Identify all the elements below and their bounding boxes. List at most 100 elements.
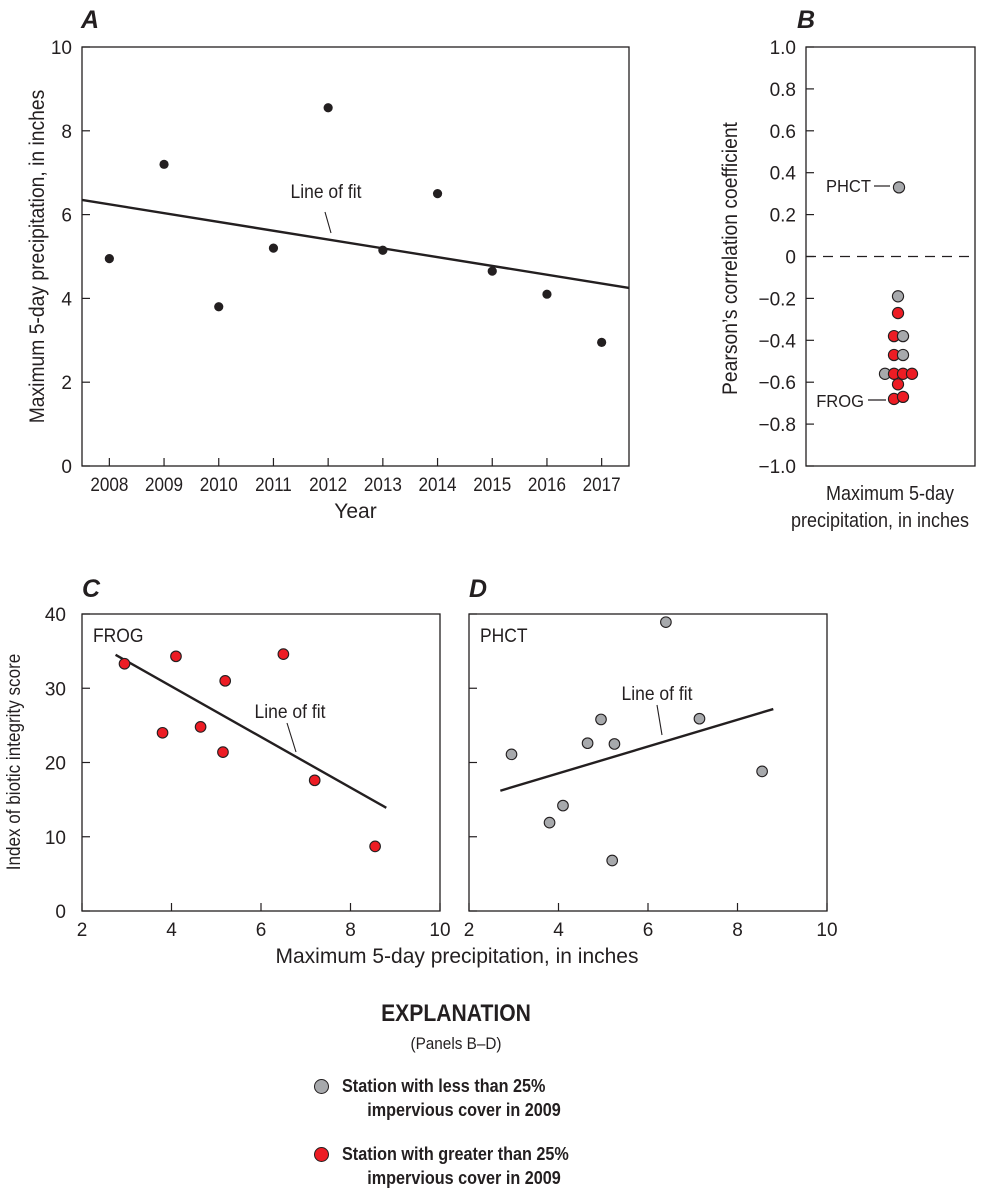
panel-a-xtick-label: 2011 <box>255 474 292 495</box>
panel-d-annotation: Line of fit <box>622 682 693 704</box>
panel-a-annotation: Line of fit <box>291 180 362 202</box>
panel-b-label-frog: FROG <box>816 390 864 411</box>
panel-d-point <box>505 748 518 761</box>
panel-b-ytick-label: 0.4 <box>770 164 797 185</box>
panel-b-point <box>891 378 905 391</box>
panel-a-ytick-label: 4 <box>61 289 72 310</box>
panel-b-ytick-label: −1.0 <box>758 457 796 478</box>
panel-c-point <box>170 650 182 663</box>
panel-b-xlabel-line2: precipitation, in inches <box>791 510 969 532</box>
panel-c-ylabel: Index of biotic integrity score <box>3 654 24 871</box>
panel-a-ylabel: Maximum 5-day precipitation, in inches <box>26 90 49 424</box>
panel-b-ytick-label: −0.2 <box>758 289 796 310</box>
panel-c-ytick-label: 0 <box>55 902 66 923</box>
panel-b-point <box>896 348 910 362</box>
panel-a-xtick-label: 2012 <box>309 474 347 495</box>
panel-c-point <box>308 774 321 787</box>
panel-a-xtick-label: 2008 <box>90 474 128 495</box>
panel-a-ytick-label: 8 <box>61 122 72 143</box>
panel-d-point <box>543 816 556 829</box>
panel-d-inset-label: PHCT <box>480 624 528 646</box>
panel-c-annotation-leader <box>286 722 297 753</box>
legend-red-line2: impervious cover in 2009 <box>367 1168 561 1188</box>
panel-c-point <box>156 726 169 739</box>
panel-b-ytick-label: −0.8 <box>758 415 796 436</box>
panel-c-ytick-label: 10 <box>45 828 66 849</box>
panel-c-xtick-label: 6 <box>256 920 267 941</box>
panel-c-point <box>118 657 131 670</box>
panel-d-annotation-leader <box>656 704 663 736</box>
panel-c-ytick-label: 20 <box>45 754 66 775</box>
panel-b-point <box>905 367 919 380</box>
panel-a-point <box>378 245 388 255</box>
gray-station-marker <box>314 1079 329 1094</box>
panel-c-point <box>219 674 232 687</box>
shared-xlabel: Maximum 5-day precipitation, in inches <box>276 945 639 968</box>
panel-d-point <box>557 799 569 812</box>
panel-b-letter: B <box>797 6 815 34</box>
panel-a-ytick-label: 10 <box>51 38 72 59</box>
panel-c-point <box>369 840 381 853</box>
panel-a-xtick-label: 2009 <box>145 474 183 495</box>
panel-d-point <box>581 737 594 750</box>
panel-c-annotation: Line of fit <box>255 700 326 722</box>
explanation-title: EXPLANATION <box>381 1000 531 1027</box>
panel-c-xtick-label: 2 <box>77 920 88 941</box>
panel-b-ytick-label: 0.8 <box>770 80 796 101</box>
panel-b-ytick-label: −0.4 <box>758 331 796 352</box>
panel-c-point <box>217 746 229 758</box>
panel-a-point <box>268 243 279 253</box>
panel-b-ytick-label: 0.2 <box>770 206 796 227</box>
panel-a-point <box>432 189 443 199</box>
panel-d-xtick-label: 10 <box>816 920 837 941</box>
panel-c-xtick-label: 4 <box>166 920 177 941</box>
panel-a-xlabel: Year <box>334 500 376 523</box>
panel-c-xtick-label: 10 <box>429 920 450 941</box>
panel-a-xtick-label: 2013 <box>364 474 402 495</box>
panel-a-xtick-label: 2015 <box>473 474 511 495</box>
panel-d-xtick-label: 6 <box>643 920 654 941</box>
panel-b-ytick-label: 0 <box>785 248 796 269</box>
panel-a-point <box>214 302 224 312</box>
panel-b-ylabel: Pearson’s correlation coefficient <box>719 122 742 395</box>
legend-item-gray-label: Station with less than 25% impervious co… <box>342 1074 666 1122</box>
panel-a-fit-line <box>81 198 630 290</box>
panel-d-fit-line <box>499 707 774 792</box>
panel-c-xtick-label: 8 <box>345 920 356 941</box>
panel-c-inset-label: FROG <box>93 624 143 646</box>
panel-b-label-phct: PHCT <box>826 175 871 196</box>
panel-a-xtick-label: 2010 <box>200 474 238 495</box>
legend-gray-line2: impervious cover in 2009 <box>367 1100 561 1120</box>
panel-a-point <box>159 159 169 169</box>
panel-c-ytick-label: 30 <box>45 679 66 700</box>
panel-d-point <box>693 712 706 725</box>
panel-d-point <box>608 738 621 750</box>
panel-a-ytick-label: 6 <box>61 206 72 227</box>
panel-d-xtick-label: 4 <box>553 920 564 941</box>
explanation-subtitle: (Panels B–D) <box>410 1034 502 1053</box>
panel-a-annotation-leader <box>324 211 332 234</box>
legend-gray-line1: Station with less than 25% <box>342 1076 546 1096</box>
panel-a-frame <box>81 46 630 467</box>
panel-b-xlabel-line1: Maximum 5-day <box>826 483 954 505</box>
panel-a-point <box>104 253 114 264</box>
panel-a-xtick-label: 2017 <box>583 474 621 495</box>
panel-d-point <box>756 765 768 778</box>
legend-red-line1: Station with greater than 25% <box>342 1144 569 1164</box>
panel-d-point <box>606 854 619 867</box>
legend-item-red-label: Station with greater than 25% impervious… <box>342 1142 666 1190</box>
panel-a-point <box>323 103 333 113</box>
panel-c-ytick-label: 40 <box>45 605 66 626</box>
panel-a-xtick-label: 2016 <box>528 474 566 495</box>
panel-a-point <box>542 289 552 299</box>
panel-c-letter: C <box>82 575 101 603</box>
panel-d-point <box>660 616 672 629</box>
red-station-marker <box>314 1147 329 1162</box>
panel-c-point <box>194 721 207 733</box>
panel-d-letter: D <box>469 575 487 603</box>
panel-d-point <box>595 713 607 726</box>
panel-d-xtick-label: 8 <box>732 920 743 941</box>
panel-c-frame <box>81 613 441 912</box>
panel-b-point <box>896 329 910 343</box>
panel-a-letter: A <box>80 6 99 34</box>
